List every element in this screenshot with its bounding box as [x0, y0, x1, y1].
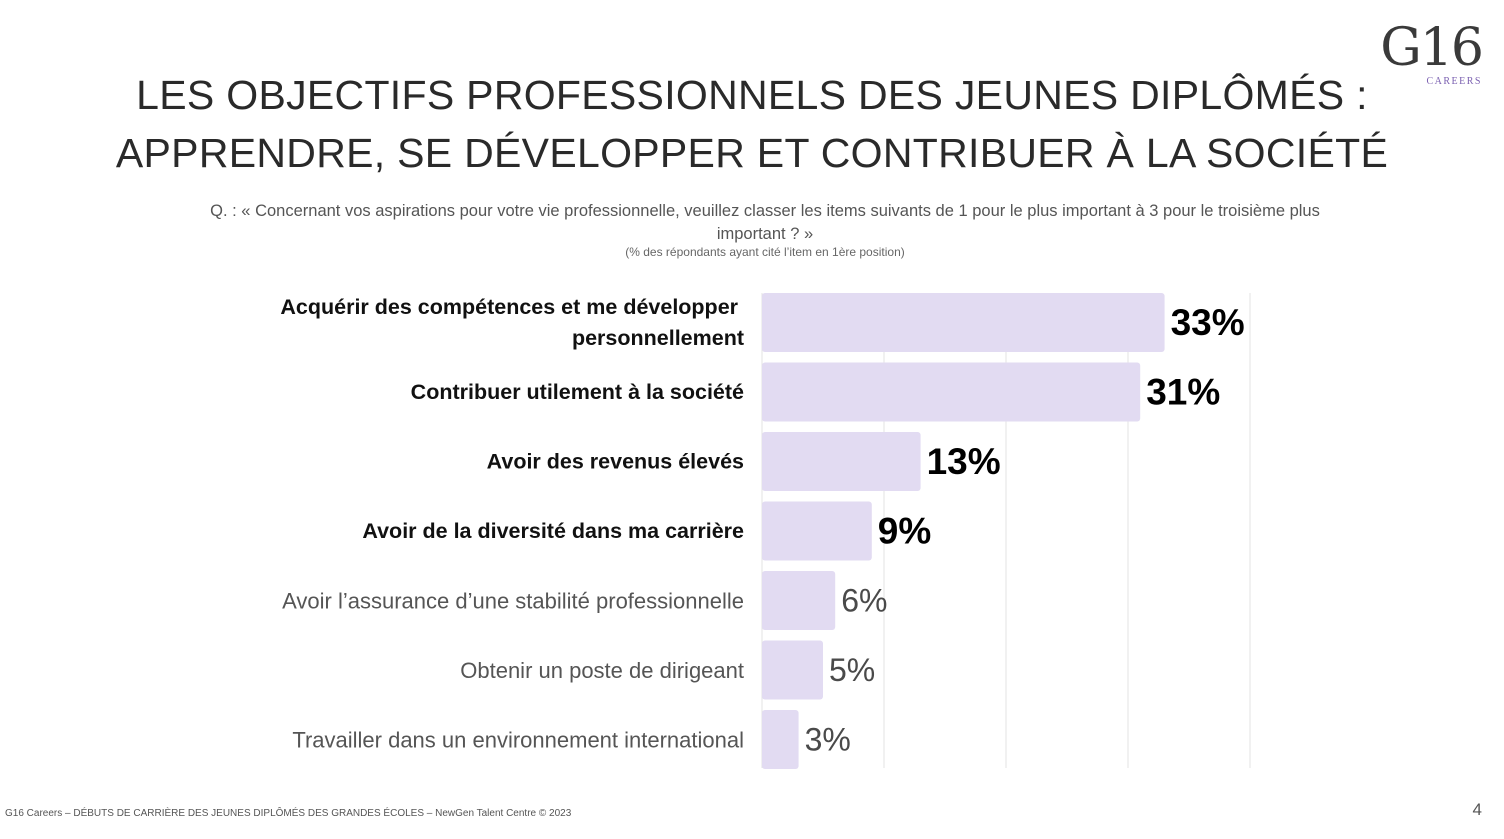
bar [762, 571, 836, 630]
category-label-line: Contribuer utilement à la société [411, 380, 744, 404]
value-label: 9% [878, 511, 931, 552]
chart-category-labels: Acquérir des compétences et me développe… [280, 295, 744, 752]
value-label: 6% [841, 583, 887, 619]
chart-value-labels: 33% 31% 13% 9% 6% 5% 3% [805, 302, 1245, 758]
logo-mark: G16 [1380, 18, 1484, 78]
value-label: 33% [1171, 302, 1245, 343]
page-title-line-1: LES OBJECTIFS PROFESSIONNELS DES JEUNES … [136, 72, 1368, 118]
category-label: Avoir l’assurance d’une stabilité profes… [282, 588, 744, 613]
category-label-line: Avoir des revenus élevés [487, 450, 744, 474]
value-label: 5% [829, 652, 875, 688]
g16-careers-logo: G16 CAREERS [1372, 18, 1484, 87]
bar [762, 501, 872, 561]
footer-text: G16 Careers – DÉBUTS DE CARRIÈRE DES JEU… [5, 808, 572, 819]
survey-question: Q. : « Concernant vos aspirations pour v… [210, 202, 1320, 243]
category-label-line: Avoir de la diversité dans ma carrière [362, 519, 744, 543]
category-label: Avoir des revenus élevés [487, 450, 744, 474]
bar [762, 432, 921, 491]
bar [762, 640, 823, 700]
category-label-line: Avoir l’assurance d’une stabilité profes… [282, 588, 744, 613]
value-label: 13% [927, 441, 1001, 482]
category-label: Acquérir des compétences et me développe… [280, 295, 744, 350]
chart-bars [762, 293, 1165, 769]
category-label: Contribuer utilement à la société [411, 380, 744, 404]
category-label-line: Travailler dans un environnement interna… [292, 727, 744, 752]
category-label: Obtenir un poste de dirigeant [460, 658, 744, 683]
category-label: Avoir de la diversité dans ma carrière [362, 519, 744, 543]
page-title-line-2: APPRENDRE, SE DÉVELOPPER ET CONTRIBUER À… [115, 130, 1389, 176]
survey-note: (% des répondants ayant cité l’item en 1… [625, 245, 905, 259]
page-title: LES OBJECTIFS PROFESSIONNELS DES JEUNES … [0, 66, 1504, 182]
category-label: Travailler dans un environnement interna… [292, 727, 744, 752]
category-label-line: Acquérir des compétences et me développe… [280, 295, 744, 319]
page-number: 4 [1472, 800, 1482, 819]
value-label: 31% [1146, 372, 1220, 413]
category-label-line: Obtenir un poste de dirigeant [460, 658, 744, 683]
logo-subtitle: CAREERS [1426, 76, 1482, 87]
category-label-line: personnellement [572, 326, 744, 350]
bar [762, 710, 799, 769]
bar [762, 362, 1141, 422]
bar [762, 293, 1165, 352]
value-label: 3% [805, 722, 851, 758]
